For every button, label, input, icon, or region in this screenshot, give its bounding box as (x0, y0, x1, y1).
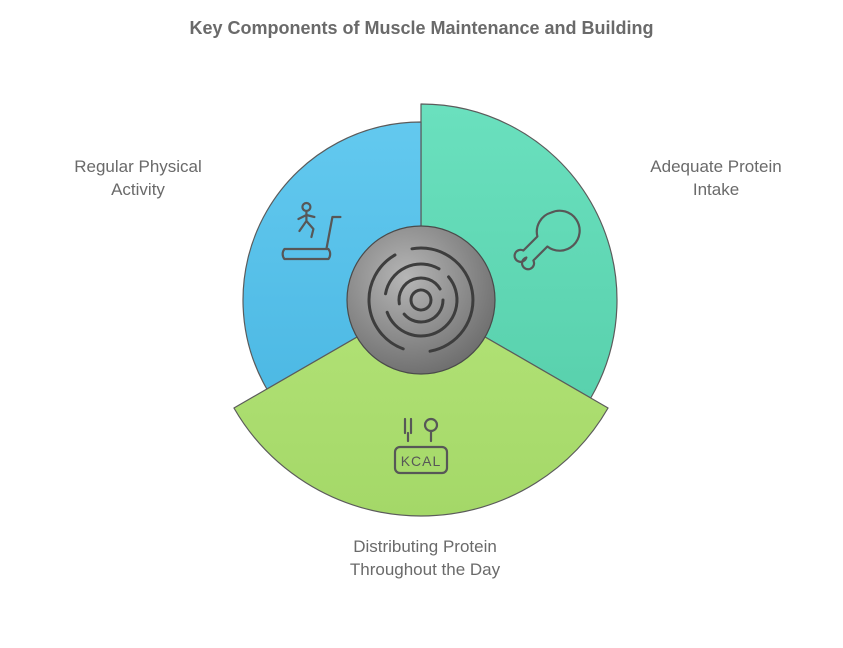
muscle-components-diagram: KCAL (0, 0, 843, 648)
center-target-icon (347, 226, 495, 374)
svg-text:KCAL: KCAL (401, 453, 442, 469)
